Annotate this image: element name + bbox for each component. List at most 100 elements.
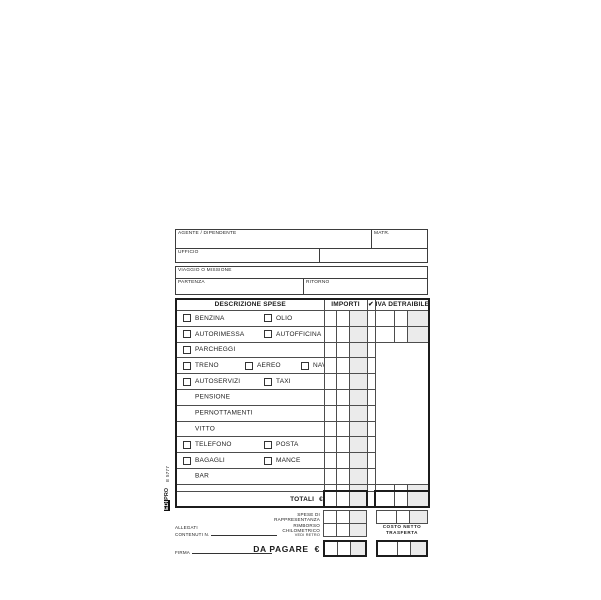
importo-cell[interactable] <box>335 341 350 359</box>
ritorno-field[interactable]: RITORNO <box>303 279 427 294</box>
iva-cell[interactable] <box>374 483 395 492</box>
importo-cell-shaded[interactable] <box>348 373 368 390</box>
importo-cell[interactable] <box>323 357 337 375</box>
treno-checkbox[interactable] <box>183 361 191 370</box>
iva-cell-shaded[interactable] <box>406 483 430 492</box>
partenza-field[interactable]: PARTENZA <box>176 279 303 294</box>
importo-cell[interactable] <box>323 420 337 438</box>
iva-cell[interactable] <box>393 483 408 492</box>
totali-iva-cell[interactable] <box>393 490 408 509</box>
costo-netto-cell[interactable] <box>397 542 410 555</box>
allegati-fill-line[interactable] <box>211 531 278 537</box>
spese-iva-cell[interactable] <box>377 511 396 523</box>
importo-cell[interactable] <box>323 436 337 454</box>
iva-cell-shaded[interactable] <box>406 325 430 343</box>
ufficio-field[interactable]: UFFICIO <box>176 249 319 262</box>
importo-cell[interactable] <box>335 310 350 327</box>
importo-cell-shaded[interactable] <box>348 388 368 406</box>
importo-cell[interactable] <box>335 357 350 375</box>
iva-cell[interactable] <box>374 310 395 327</box>
totali-iva-cell[interactable] <box>374 490 395 509</box>
check-cell[interactable] <box>366 467 376 485</box>
totali-iva-cell-shaded[interactable] <box>406 490 430 509</box>
matricola-field[interactable]: MATR. <box>371 230 427 248</box>
posta-checkbox[interactable] <box>264 440 272 449</box>
costo-netto-cell[interactable] <box>378 542 397 555</box>
telefono-checkbox[interactable] <box>183 440 191 449</box>
totali-importo-cell-shaded[interactable] <box>348 490 368 509</box>
importo-cell[interactable] <box>335 388 350 406</box>
spese-iva-cell[interactable] <box>396 511 409 523</box>
importo-cell[interactable] <box>323 325 337 343</box>
importo-cell[interactable] <box>335 467 350 485</box>
check-cell[interactable] <box>366 420 376 438</box>
olio-checkbox[interactable] <box>264 314 272 323</box>
importo-cell[interactable] <box>323 373 337 390</box>
importo-cell-shaded[interactable] <box>348 436 368 454</box>
costo-netto-cell-shaded[interactable] <box>410 542 426 555</box>
mance-checkbox[interactable] <box>264 456 272 465</box>
importo-cell-shaded[interactable] <box>348 341 368 359</box>
spese-iva-cell-shaded[interactable] <box>409 511 427 523</box>
spese-importo-cell-shaded[interactable] <box>349 511 366 523</box>
importo-cell[interactable] <box>335 483 350 492</box>
check-cell[interactable] <box>366 404 376 422</box>
importo-cell[interactable] <box>323 388 337 406</box>
importo-cell-shaded[interactable] <box>348 404 368 422</box>
check-cell[interactable] <box>366 436 376 454</box>
importo-cell-shaded[interactable] <box>348 420 368 438</box>
spese-importo-cell[interactable] <box>324 511 336 523</box>
spese-importo-cell[interactable] <box>336 511 349 523</box>
importo-cell[interactable] <box>323 310 337 327</box>
ufficio-extra-field[interactable] <box>319 249 427 262</box>
viaggio-missione-field[interactable]: VIAGGIO O MISSIONE <box>176 267 427 278</box>
importo-cell[interactable] <box>335 452 350 469</box>
importo-cell-shaded[interactable] <box>348 467 368 485</box>
check-cell[interactable] <box>366 310 376 327</box>
importo-cell-shaded[interactable] <box>348 357 368 375</box>
importo-cell[interactable] <box>323 404 337 422</box>
taxi-checkbox[interactable] <box>264 377 272 386</box>
iva-cell[interactable] <box>374 325 395 343</box>
autorimessa-checkbox[interactable] <box>183 330 191 339</box>
importo-cell[interactable] <box>335 373 350 390</box>
importo-cell-shaded[interactable] <box>348 310 368 327</box>
importo-cell[interactable] <box>335 420 350 438</box>
da-pagare-importo-cell[interactable] <box>337 542 350 555</box>
da-pagare-importo-cell[interactable] <box>325 542 337 555</box>
autofficina-checkbox[interactable] <box>264 330 272 339</box>
check-cell[interactable] <box>366 357 376 375</box>
agente-dipendente-field[interactable]: AGENTE / DIPENDENTE <box>176 230 371 248</box>
nave-checkbox[interactable] <box>301 361 309 370</box>
check-cell[interactable] <box>366 341 376 359</box>
importo-cell[interactable] <box>335 404 350 422</box>
rimborso-importo-cell[interactable] <box>324 524 336 536</box>
iva-cell[interactable] <box>393 310 408 327</box>
firma-fill-line[interactable] <box>192 549 272 554</box>
bagagli-checkbox[interactable] <box>183 456 191 465</box>
da-pagare-importo-cell-shaded[interactable] <box>350 542 365 555</box>
check-cell[interactable] <box>366 483 376 492</box>
aereo-checkbox[interactable] <box>245 361 253 370</box>
importo-cell[interactable] <box>323 452 337 469</box>
check-cell[interactable] <box>366 452 376 469</box>
importo-cell-shaded[interactable] <box>348 483 368 492</box>
iva-cell[interactable] <box>393 325 408 343</box>
importo-cell-shaded[interactable] <box>348 452 368 469</box>
check-cell[interactable] <box>366 373 376 390</box>
importo-cell[interactable] <box>323 483 337 492</box>
autoservizi-checkbox[interactable] <box>183 377 191 386</box>
iva-cell-shaded[interactable] <box>406 310 430 327</box>
importo-cell[interactable] <box>323 467 337 485</box>
importo-cell[interactable] <box>335 325 350 343</box>
totali-importo-cell[interactable] <box>335 490 350 509</box>
rimborso-importo-cell[interactable] <box>336 524 349 536</box>
parcheggi-checkbox[interactable] <box>183 345 191 354</box>
importo-cell[interactable] <box>335 436 350 454</box>
check-cell[interactable] <box>366 388 376 406</box>
importo-cell[interactable] <box>323 341 337 359</box>
rimborso-importo-cell-shaded[interactable] <box>349 524 366 536</box>
importo-cell-shaded[interactable] <box>348 325 368 343</box>
check-cell[interactable] <box>366 325 376 343</box>
totali-importo-cell[interactable] <box>323 490 337 509</box>
